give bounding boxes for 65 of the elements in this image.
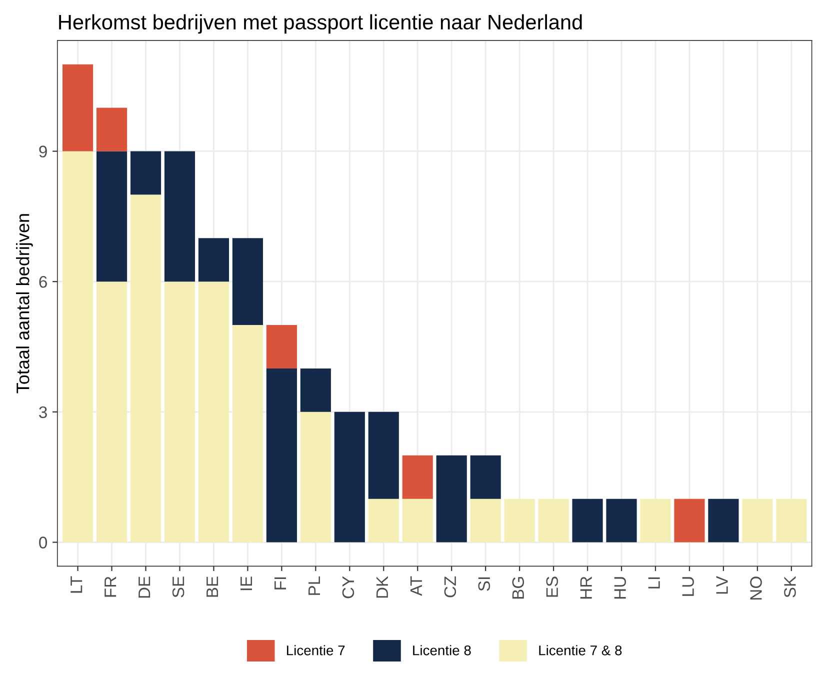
x-tick-label: SE <box>172 576 184 598</box>
bar <box>368 412 399 499</box>
x-tick-label: CZ <box>444 576 456 598</box>
bar <box>708 498 739 542</box>
x-tick-label: BE <box>206 576 218 597</box>
bar <box>436 455 467 542</box>
bar <box>96 282 128 542</box>
bar <box>402 455 433 499</box>
x-tick-label: SI <box>478 577 490 591</box>
x-tick-label: NO <box>750 576 762 600</box>
bar <box>368 498 399 542</box>
legend-label: Licentie 8 <box>413 645 471 656</box>
bar <box>776 498 807 542</box>
x-tick-label: LV <box>716 576 728 594</box>
bar <box>266 325 297 368</box>
bar <box>300 368 331 412</box>
y-tick-label: 6 <box>39 276 47 288</box>
bar <box>674 498 705 542</box>
bar <box>96 108 128 152</box>
bar <box>198 282 230 542</box>
x-tick-label: HR <box>580 576 592 599</box>
bar <box>300 412 331 542</box>
y-tick-label: 9 <box>39 146 47 158</box>
x-tick-label: DE <box>138 576 150 598</box>
x-tick-label: BG <box>512 577 524 599</box>
x-tick-label: CY <box>342 576 354 598</box>
x-tick-label: DK <box>376 576 388 598</box>
bar <box>198 238 230 282</box>
x-tick-label: AT <box>410 576 422 596</box>
bar <box>164 282 196 542</box>
x-tick-label: FI <box>274 577 286 590</box>
bar <box>130 194 162 542</box>
legend-label: Licentie 7 & 8 <box>539 645 622 656</box>
bar <box>538 498 569 542</box>
bar <box>606 498 637 542</box>
x-tick-label: IE <box>240 576 252 590</box>
bar <box>640 498 671 542</box>
bar <box>232 238 263 326</box>
bar <box>130 151 162 195</box>
chart-title: Herkomst bedrijven met passport licentie naar Nederland <box>59 14 582 34</box>
bar <box>402 498 433 542</box>
bar <box>266 368 297 542</box>
x-tick-label: LI <box>648 577 660 588</box>
bar <box>470 455 501 499</box>
bar <box>96 151 128 282</box>
x-tick-label: SK <box>784 576 796 598</box>
y-axis-title: Totaal aantal bedrijven <box>16 214 33 394</box>
bar <box>334 412 365 542</box>
bar <box>232 325 263 542</box>
x-tick-label: HU <box>614 577 626 599</box>
x-tick-label: LU <box>682 577 694 596</box>
x-tick-label: ES <box>546 576 558 597</box>
bar <box>62 151 94 542</box>
legend-label: Licentie 7 <box>286 645 345 656</box>
x-tick-label: LT <box>70 576 82 593</box>
bar <box>572 498 603 542</box>
x-tick-label: PL <box>308 576 320 595</box>
bar <box>62 64 94 152</box>
bar <box>164 151 196 282</box>
x-tick-label: FR <box>104 576 116 597</box>
bar <box>470 498 501 542</box>
y-tick-label: 3 <box>39 406 47 418</box>
bar <box>504 498 535 542</box>
y-tick-label: 0 <box>39 536 48 548</box>
bar <box>742 498 773 542</box>
